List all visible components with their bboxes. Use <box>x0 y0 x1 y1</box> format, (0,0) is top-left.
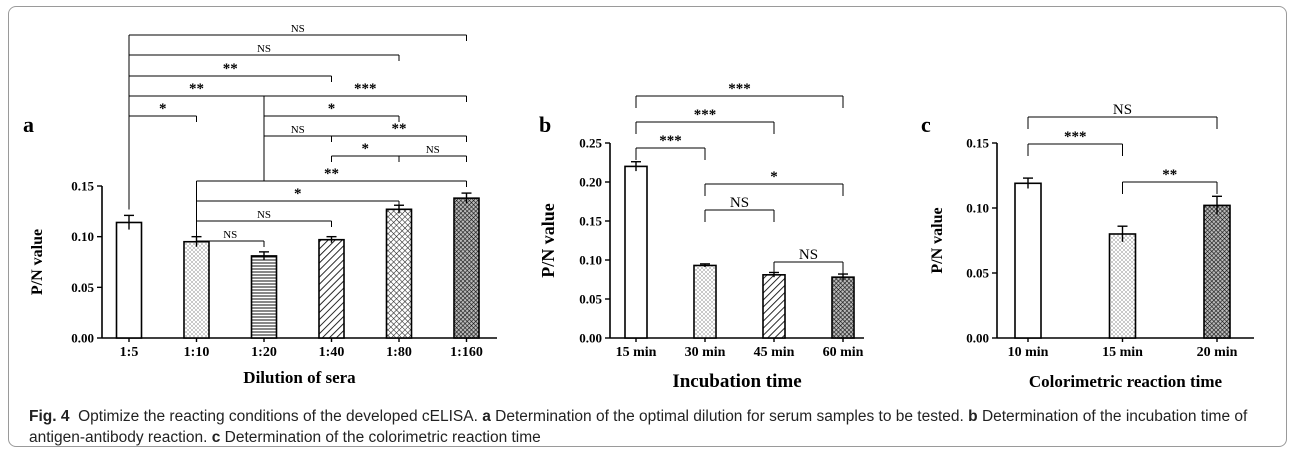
significance-label: * <box>328 101 336 117</box>
y-axis-title: P/N value <box>538 203 558 278</box>
caption-intro: Optimize the reacting conditions of the … <box>78 408 478 425</box>
significance-label: NS <box>426 144 440 156</box>
caption-label: Fig. 4 <box>29 408 70 425</box>
caption-part-a-text: Determination of the optimal dilution fo… <box>495 408 964 425</box>
x-axis-title: Colorimetric reaction time <box>1029 372 1223 391</box>
figure-frame: a b c 0.00 0.05 0.10 0.15 1:5 1:10 1:20 1:40 1:8… <box>8 6 1287 447</box>
significance-label: *** <box>659 133 682 149</box>
significance-label: * <box>159 101 167 117</box>
significance-label: ** <box>223 61 238 77</box>
significance-label: *** <box>1064 129 1087 145</box>
chart-panel-b: 0.00 0.05 0.10 0.15 0.20 0.25 15 min 30 min 45 m… <box>538 81 864 392</box>
bar <box>693 264 717 339</box>
x-axis-title: Dilution of sera <box>243 368 356 387</box>
significance-label: NS <box>291 23 305 35</box>
y-tick-label: 0.00 <box>579 331 602 346</box>
bar <box>318 238 345 339</box>
significance-label: *** <box>354 81 377 97</box>
y-tick-label: 0.25 <box>579 136 602 151</box>
y-tick-label: 0.05 <box>579 292 602 307</box>
y-tick-label: 0.10 <box>966 201 989 216</box>
y-tick-label: 0.15 <box>579 214 602 229</box>
y-tick-label: 0.15 <box>966 136 989 151</box>
y-axis-title: P/N value <box>929 207 946 273</box>
x-axis-title: Incubation time <box>672 371 801 392</box>
x-tick-label: 1:80 <box>386 345 412 360</box>
bar <box>831 276 855 339</box>
panel-letter-c: c <box>921 112 931 137</box>
x-tick-label: 15 min <box>1102 345 1143 360</box>
significance-label: * <box>362 141 370 157</box>
figure-charts: a b c 0.00 0.05 0.10 0.15 1:5 1:10 1:20 1:40 1:8… <box>23 23 1254 392</box>
significance-label: NS <box>291 124 305 136</box>
bar <box>453 197 480 339</box>
bar <box>250 255 278 339</box>
chart-panel-c: 0.00 0.05 0.10 0.15 10 min 15 min 20 min Colori… <box>929 102 1254 391</box>
caption-part-b-letter: b <box>968 408 978 425</box>
y-tick-label: 0.15 <box>71 179 94 194</box>
bar <box>1014 182 1042 339</box>
significance-label: NS <box>730 195 749 211</box>
x-tick-label: 15 min <box>616 345 657 360</box>
x-tick-label: 1:40 <box>319 345 345 360</box>
bar <box>624 165 648 339</box>
y-tick-label: 0.20 <box>579 175 602 190</box>
x-tick-label: 1:5 <box>120 345 139 360</box>
panel-letter-b: b <box>539 112 551 137</box>
x-tick-label: 1:10 <box>184 345 210 360</box>
chart-panel-a: 0.00 0.05 0.10 0.15 1:5 1:10 1:20 1:40 1:80 1:160… <box>29 23 497 387</box>
bar <box>762 274 786 339</box>
significance-label: ** <box>324 166 339 182</box>
bar <box>385 208 413 339</box>
significance-label: ** <box>1162 167 1177 183</box>
significance-label: ** <box>392 121 407 137</box>
significance-label: NS <box>257 209 271 221</box>
significance-label: NS <box>799 247 818 263</box>
significance-label: *** <box>728 81 751 97</box>
x-tick-label: 1:160 <box>450 345 483 360</box>
significance-label: NS <box>223 229 237 241</box>
y-tick-label: 0.10 <box>579 253 602 268</box>
caption-part-b-text: Determination of the incubation time of … <box>29 408 1248 446</box>
significance-label: *** <box>694 107 717 123</box>
panel-letter-a: a <box>23 112 34 137</box>
x-tick-label: 45 min <box>754 345 795 360</box>
caption-part-c-letter: c <box>211 429 221 446</box>
significance-label: * <box>770 169 778 185</box>
figure-caption: Fig. 4 Optimize the reacting conditions … <box>29 406 1279 446</box>
x-tick-label: 30 min <box>685 345 726 360</box>
bar <box>115 221 143 339</box>
y-tick-label: 0.05 <box>966 266 989 281</box>
x-tick-label: 10 min <box>1008 345 1049 360</box>
significance-label: * <box>294 186 302 202</box>
y-tick-label: 0.05 <box>71 280 94 295</box>
bar <box>1203 204 1231 339</box>
y-tick-label: 0.00 <box>71 331 94 346</box>
y-axis-title: P/N value <box>29 229 46 295</box>
x-tick-label: 60 min <box>823 345 864 360</box>
significance-label: ** <box>189 81 204 97</box>
bar <box>183 240 210 339</box>
caption-part-c-text: Determination of the colorimetric reacti… <box>224 429 541 446</box>
y-tick-label: 0.10 <box>71 229 94 244</box>
significance-label: NS <box>257 43 271 55</box>
x-tick-label: 1:20 <box>251 345 277 360</box>
bar <box>1108 233 1137 339</box>
significance-label: NS <box>1113 102 1132 118</box>
y-tick-label: 0.00 <box>966 331 989 346</box>
caption-part-a-letter: a <box>482 408 491 425</box>
x-tick-label: 20 min <box>1197 345 1238 360</box>
